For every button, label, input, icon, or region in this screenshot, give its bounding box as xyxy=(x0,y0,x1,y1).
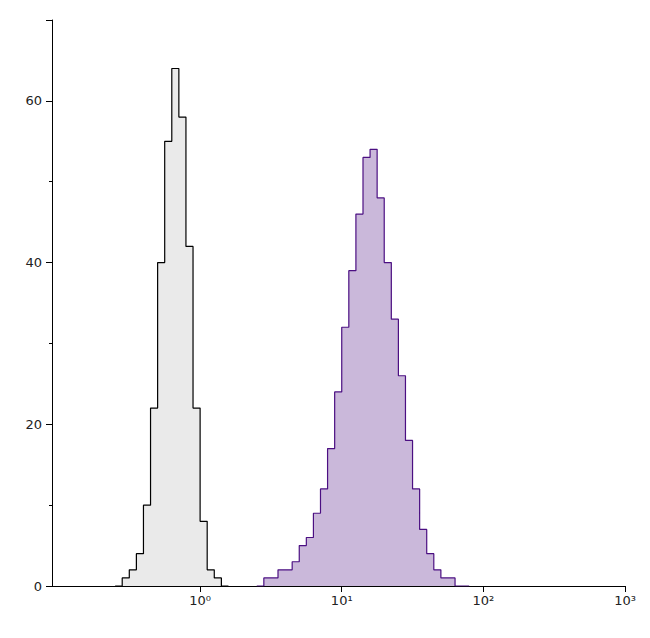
svg-text:0: 0 xyxy=(34,579,42,594)
svg-text:10⁰: 10⁰ xyxy=(189,593,211,608)
svg-text:60: 60 xyxy=(25,93,42,108)
svg-text:10²: 10² xyxy=(472,593,494,608)
svg-text:40: 40 xyxy=(25,255,42,270)
svg-text:10³: 10³ xyxy=(614,593,636,608)
svg-text:10¹: 10¹ xyxy=(331,593,353,608)
svg-text:20: 20 xyxy=(25,417,42,432)
